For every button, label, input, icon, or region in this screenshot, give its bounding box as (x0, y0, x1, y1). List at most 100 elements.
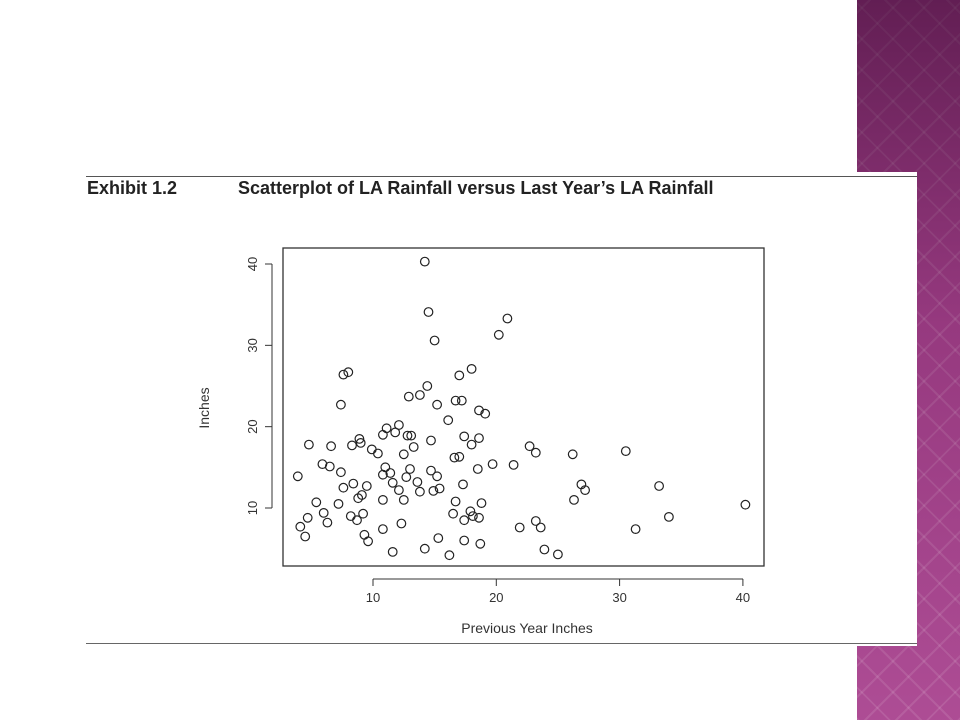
data-point-32 (347, 440, 357, 451)
data-point-86 (468, 511, 478, 522)
data-point-68 (428, 486, 439, 496)
data-point-43 (620, 446, 631, 457)
y-axis-label: Inches (196, 387, 212, 428)
x-tick-label-40: 40 (736, 590, 750, 605)
data-point-55 (401, 472, 412, 483)
caption-rule (86, 176, 917, 177)
data-point-108 (539, 544, 550, 555)
data-point-78 (333, 499, 344, 509)
data-point-96 (378, 524, 388, 535)
data-point-66 (394, 485, 404, 496)
data-point-109 (444, 550, 455, 561)
data-point-88 (322, 517, 333, 528)
data-point-10 (336, 399, 346, 410)
data-point-53 (378, 469, 388, 480)
data-point-97 (514, 522, 525, 533)
data-point-58 (387, 477, 398, 488)
data-point-60 (361, 481, 372, 491)
data-point-62 (458, 479, 468, 490)
data-point-54 (385, 468, 396, 478)
data-point-75 (450, 496, 461, 507)
data-point-40 (454, 451, 465, 462)
data-point-90 (396, 518, 407, 529)
data-point-52 (336, 467, 346, 478)
data-point-69 (434, 483, 445, 494)
y-axis: 10 20 30 40 (245, 257, 273, 515)
data-point-57 (432, 471, 443, 482)
data-point-34 (408, 442, 419, 452)
points-layer (292, 256, 751, 561)
x-axis: 10 20 30 40 (366, 578, 750, 605)
exhibit-label: Exhibit 1.2 (87, 178, 178, 198)
x-tick-label-20: 20 (489, 590, 503, 605)
data-point-25 (354, 434, 365, 444)
data-point-17 (480, 408, 491, 419)
data-point-42 (567, 449, 578, 460)
data-point-19 (381, 423, 392, 434)
data-point-24 (406, 430, 417, 441)
data-point-13 (450, 395, 461, 406)
data-point-29 (474, 433, 484, 444)
data-point-37 (530, 447, 541, 458)
data-point-91 (459, 515, 470, 526)
scatter-chart: 10 20 30 40 10 20 30 40 Previous Year Inches I… (196, 247, 765, 636)
x-tick-label-10: 10 (366, 590, 380, 605)
data-point-14 (456, 395, 467, 406)
data-point-49 (508, 460, 519, 470)
data-point-72 (353, 493, 364, 504)
data-point-95 (295, 521, 306, 532)
data-point-2 (429, 335, 440, 346)
data-point-76 (476, 498, 487, 509)
x-tick-label-30: 30 (612, 590, 626, 605)
data-point-12 (415, 390, 425, 400)
data-point-77 (311, 497, 322, 508)
data-point-110 (553, 549, 563, 560)
data-point-31 (326, 441, 337, 452)
data-point-105 (475, 538, 486, 549)
data-point-0 (419, 256, 430, 267)
data-point-33 (366, 444, 377, 455)
data-point-65 (338, 482, 349, 493)
data-point-103 (459, 535, 470, 546)
data-point-81 (318, 508, 329, 518)
data-point-87 (302, 512, 313, 523)
data-point-23 (402, 430, 413, 441)
data-point-15 (432, 399, 443, 410)
data-point-3 (502, 313, 513, 324)
data-point-27 (426, 435, 436, 446)
data-point-83 (358, 508, 369, 519)
data-point-89 (352, 515, 362, 526)
data-point-28 (459, 431, 470, 442)
data-point-26 (355, 438, 366, 448)
data-point-107 (419, 543, 430, 554)
data-point-102 (433, 533, 444, 544)
data-point-36 (524, 441, 535, 452)
data-point-45 (324, 461, 335, 472)
data-point-64 (654, 481, 664, 491)
data-point-6 (343, 367, 354, 378)
data-point-98 (535, 522, 546, 533)
data-point-94 (664, 512, 674, 522)
bottom-rule (86, 643, 917, 644)
data-point-74 (398, 495, 409, 505)
chart-title: Scatterplot of LA Rainfall versus Last Y… (238, 178, 714, 198)
x-axis-label: Previous Year Inches (461, 620, 593, 636)
data-point-92 (474, 512, 484, 523)
y-tick-label-30: 30 (245, 338, 260, 352)
y-tick-label-20: 20 (245, 419, 260, 433)
data-point-16 (474, 405, 484, 416)
data-point-35 (466, 439, 477, 450)
data-point-21 (378, 429, 388, 440)
data-point-79 (569, 495, 579, 505)
data-point-9 (422, 381, 433, 391)
data-point-106 (387, 547, 398, 557)
y-tick-label-40: 40 (245, 257, 260, 271)
data-point-61 (412, 477, 423, 487)
data-point-1 (423, 307, 434, 317)
data-point-70 (580, 485, 591, 496)
data-point-38 (373, 448, 383, 459)
data-point-41 (449, 452, 460, 463)
data-point-51 (292, 471, 303, 482)
data-point-18 (443, 415, 454, 426)
data-point-5 (338, 369, 349, 380)
